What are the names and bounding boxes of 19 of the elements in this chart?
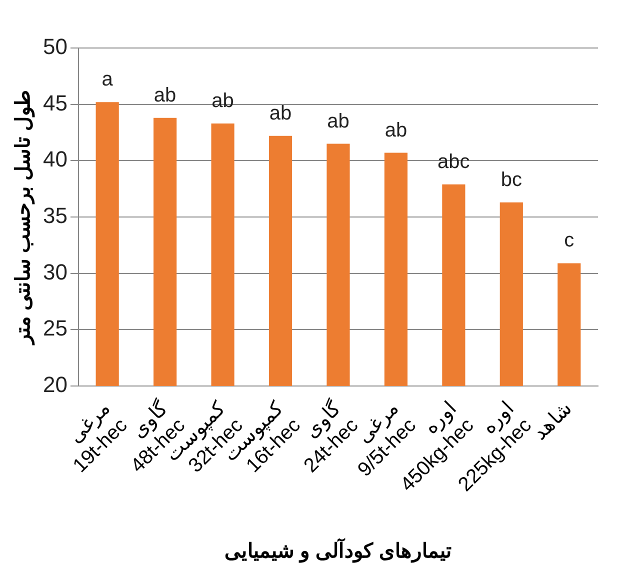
annotation: ab (154, 84, 176, 106)
annotation: bc (500, 168, 522, 191)
annotation: ab (327, 110, 350, 132)
y-tick-label: 50 (42, 34, 68, 60)
y-tick-label: 45 (42, 90, 68, 116)
annotation: ab (384, 119, 408, 142)
y-axis-title: طول تاسل برحسب سانتی متر (12, 90, 36, 346)
y-tick-label: 40 (42, 146, 68, 172)
y-tick-label: 25 (42, 316, 68, 341)
y-tick-label: 30 (42, 259, 68, 284)
y-tick-label: 35 (42, 203, 68, 228)
x-tick-label: شاهد (529, 397, 577, 445)
annotation: ab (269, 102, 292, 124)
annotation: a (102, 68, 114, 91)
y-tick-label: 20 (42, 372, 68, 398)
annotation: c (564, 230, 574, 252)
annotation: abc (438, 150, 470, 173)
x-axis-title: تیمارهای کودآلی و شیمیایی (224, 538, 452, 564)
annotation: ab (212, 90, 234, 112)
